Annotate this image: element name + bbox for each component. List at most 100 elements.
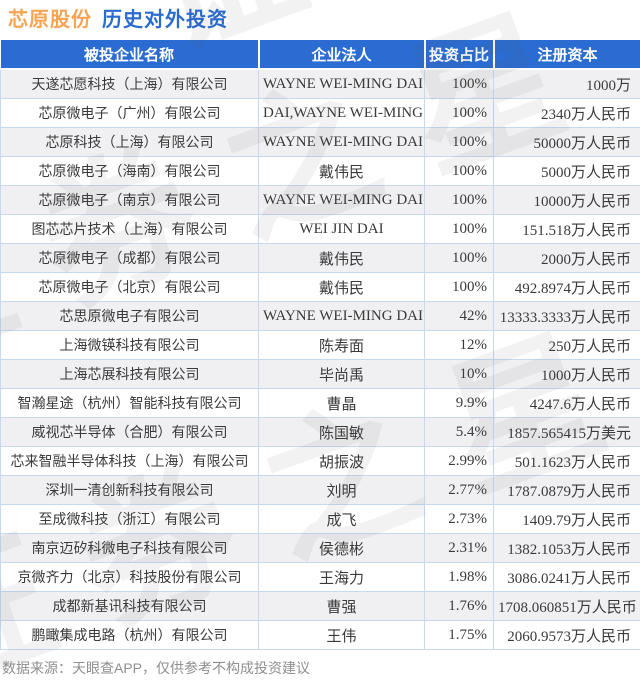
- legal-person-cell: WAYNE WEI-MING DAI: [258, 301, 425, 331]
- legal-person-cell: 陈国敏: [258, 417, 425, 447]
- investment-ratio-cell: 42%: [424, 301, 494, 331]
- table-row: 天遂芯愿科技（上海）有限公司 WAYNE WEI-MING DAI 100% 1…: [0, 68, 640, 99]
- investment-ratio-cell: 100%: [424, 214, 494, 244]
- legal-person-cell: WEI JIN DAI: [258, 214, 425, 244]
- registered-capital-cell: 501.1623万人民币: [493, 446, 640, 476]
- header-cell-legal-person: 企业法人: [258, 40, 426, 70]
- company-name-cell: 成都新基讯科技有限公司: [0, 591, 259, 621]
- investment-ratio-cell: 2.77%: [424, 475, 494, 505]
- investment-ratio-cell: 100%: [424, 98, 494, 128]
- table-row: 芯原科技（上海）有限公司 WAYNE WEI-MING DAI 100% 500…: [0, 127, 640, 157]
- company-name-cell: 威视芯半导体（合肥）有限公司: [0, 417, 259, 447]
- registered-capital-cell: 1787.0879万人民币: [493, 475, 640, 505]
- legal-person-cell: 毕尚禹: [258, 359, 425, 389]
- table-row: 南京迈矽科微电子科技有限公司 侯德彬 2.31% 1382.1053万人民币: [0, 533, 640, 563]
- registered-capital-cell: 2000万人民币: [493, 243, 640, 273]
- registered-capital-cell: 10000万人民币: [493, 185, 640, 215]
- investment-ratio-cell: 9.9%: [424, 388, 494, 418]
- investment-table: 被投企业名称 企业法人 投资占比 注册资本 天遂芯愿科技（上海）有限公司 WAY…: [0, 40, 640, 650]
- company-name-cell: 至成微科技（浙江）有限公司: [0, 504, 259, 534]
- legal-person-cell: 刘明: [258, 475, 425, 505]
- investment-ratio-cell: 1.76%: [424, 591, 494, 621]
- investment-ratio-cell: 2.31%: [424, 533, 494, 563]
- table-row: 芯原微电子（海南）有限公司 戴伟民 100% 5000万人民币: [0, 156, 640, 186]
- company-name-cell: 京微齐力（北京）科技股份有限公司: [0, 562, 259, 592]
- report-title: 历史对外投资: [102, 9, 228, 31]
- table-row: 芯原微电子（成都）有限公司 戴伟民 100% 2000万人民币: [0, 243, 640, 273]
- table-row: 智瀚星途（杭州）智能科技有限公司 曹晶 9.9% 4247.6万人民币: [0, 388, 640, 418]
- investment-ratio-cell: 100%: [424, 156, 494, 186]
- table-row: 芯原微电子（广州）有限公司 DAI,WAYNE WEI-MING 100% 23…: [0, 98, 640, 128]
- registered-capital-cell: 1000万: [493, 68, 640, 99]
- table-row: 芯原微电子（南京）有限公司 WAYNE WEI-MING DAI 100% 10…: [0, 185, 640, 215]
- legal-person-cell: WAYNE WEI-MING DAI: [258, 127, 425, 157]
- registered-capital-cell: 151.518万人民币: [493, 214, 640, 244]
- investment-ratio-cell: 1.98%: [424, 562, 494, 592]
- legal-person-cell: 王海力: [258, 562, 425, 592]
- stock-name: 芯原股份: [8, 9, 92, 31]
- investment-ratio-cell: 100%: [424, 68, 494, 99]
- investment-ratio-cell: 100%: [424, 272, 494, 302]
- table-row: 深圳一清创新科技有限公司 刘明 2.77% 1787.0879万人民币: [0, 475, 640, 505]
- company-name-cell: 图芯芯片技术（上海）有限公司: [0, 214, 259, 244]
- investment-ratio-cell: 12%: [424, 330, 494, 360]
- table-row: 芯原微电子（北京）有限公司 戴伟民 100% 492.8974万人民币: [0, 272, 640, 302]
- company-name-cell: 芯原微电子（南京）有限公司: [0, 185, 259, 215]
- company-name-cell: 芯原科技（上海）有限公司: [0, 127, 259, 157]
- table-row: 芯思原微电子有限公司 WAYNE WEI-MING DAI 42% 13333.…: [0, 301, 640, 331]
- registered-capital-cell: 4247.6万人民币: [493, 388, 640, 418]
- investment-ratio-cell: 100%: [424, 127, 494, 157]
- investment-ratio-cell: 1.75%: [424, 620, 494, 650]
- page-title: 芯原股份 历史对外投资: [8, 3, 228, 32]
- header-cell-company: 被投企业名称: [0, 40, 260, 70]
- registered-capital-cell: 50000万人民币: [493, 127, 640, 157]
- registered-capital-cell: 2060.9573万人民币: [493, 620, 640, 650]
- legal-person-cell: 王伟: [258, 620, 425, 650]
- legal-person-cell: 曹晶: [258, 388, 425, 418]
- registered-capital-cell: 492.8974万人民币: [493, 272, 640, 302]
- header-cell-registered-capital: 注册资本: [493, 40, 640, 70]
- table-row: 上海芯展科技有限公司 毕尚禹 10% 1000万人民币: [0, 359, 640, 389]
- company-name-cell: 上海微锳科技有限公司: [0, 330, 259, 360]
- investment-ratio-cell: 5.4%: [424, 417, 494, 447]
- registered-capital-cell: 1708.060851万人民币: [493, 591, 640, 621]
- investment-ratio-cell: 100%: [424, 243, 494, 273]
- registered-capital-cell: 1000万人民币: [493, 359, 640, 389]
- legal-person-cell: WAYNE WEI-MING DAI: [258, 185, 425, 215]
- header-cell-investment-ratio: 投资占比: [424, 40, 495, 70]
- table-body: 天遂芯愿科技（上海）有限公司 WAYNE WEI-MING DAI 100% 1…: [0, 68, 640, 650]
- legal-person-cell: 陈寿面: [258, 330, 425, 360]
- company-name-cell: 智瀚星途（杭州）智能科技有限公司: [0, 388, 259, 418]
- investment-ratio-cell: 2.99%: [424, 446, 494, 476]
- company-name-cell: 芯原微电子（海南）有限公司: [0, 156, 259, 186]
- registered-capital-cell: 13333.3333万人民币: [493, 301, 640, 331]
- table-row: 图芯芯片技术（上海）有限公司 WEI JIN DAI 100% 151.518万…: [0, 214, 640, 244]
- table-row: 京微齐力（北京）科技股份有限公司 王海力 1.98% 3086.0241万人民币: [0, 562, 640, 592]
- company-name-cell: 深圳一清创新科技有限公司: [0, 475, 259, 505]
- company-name-cell: 芯思原微电子有限公司: [0, 301, 259, 331]
- table-row: 鹏瞰集成电路（杭州）有限公司 王伟 1.75% 2060.9573万人民币: [0, 620, 640, 650]
- registered-capital-cell: 1382.1053万人民币: [493, 533, 640, 563]
- registered-capital-cell: 1857.565415万美元: [493, 417, 640, 447]
- legal-person-cell: WAYNE WEI-MING DAI: [258, 68, 425, 99]
- registered-capital-cell: 1409.79万人民币: [493, 504, 640, 534]
- legal-person-cell: 曹强: [258, 591, 425, 621]
- footer-disclaimer: 数据来源：天眼查APP，仅供参考不构成投资建议: [2, 660, 311, 676]
- company-name-cell: 鹏瞰集成电路（杭州）有限公司: [0, 620, 259, 650]
- table-row: 威视芯半导体（合肥）有限公司 陈国敏 5.4% 1857.565415万美元: [0, 417, 640, 447]
- table-row: 至成微科技（浙江）有限公司 成飞 2.73% 1409.79万人民币: [0, 504, 640, 534]
- table-row: 上海微锳科技有限公司 陈寿面 12% 250万人民币: [0, 330, 640, 360]
- company-name-cell: 上海芯展科技有限公司: [0, 359, 259, 389]
- table-row: 成都新基讯科技有限公司 曹强 1.76% 1708.060851万人民币: [0, 591, 640, 621]
- investment-ratio-cell: 10%: [424, 359, 494, 389]
- registered-capital-cell: 250万人民币: [493, 330, 640, 360]
- legal-person-cell: 侯德彬: [258, 533, 425, 563]
- legal-person-cell: DAI,WAYNE WEI-MING: [258, 98, 425, 128]
- legal-person-cell: 戴伟民: [258, 272, 425, 302]
- legal-person-cell: 戴伟民: [258, 156, 425, 186]
- company-name-cell: 芯原微电子（北京）有限公司: [0, 272, 259, 302]
- company-name-cell: 芯原微电子（广州）有限公司: [0, 98, 259, 128]
- legal-person-cell: 戴伟民: [258, 243, 425, 273]
- company-name-cell: 南京迈矽科微电子科技有限公司: [0, 533, 259, 563]
- table-row: 芯来智融半导体科技（上海）有限公司 胡振波 2.99% 501.1623万人民币: [0, 446, 640, 476]
